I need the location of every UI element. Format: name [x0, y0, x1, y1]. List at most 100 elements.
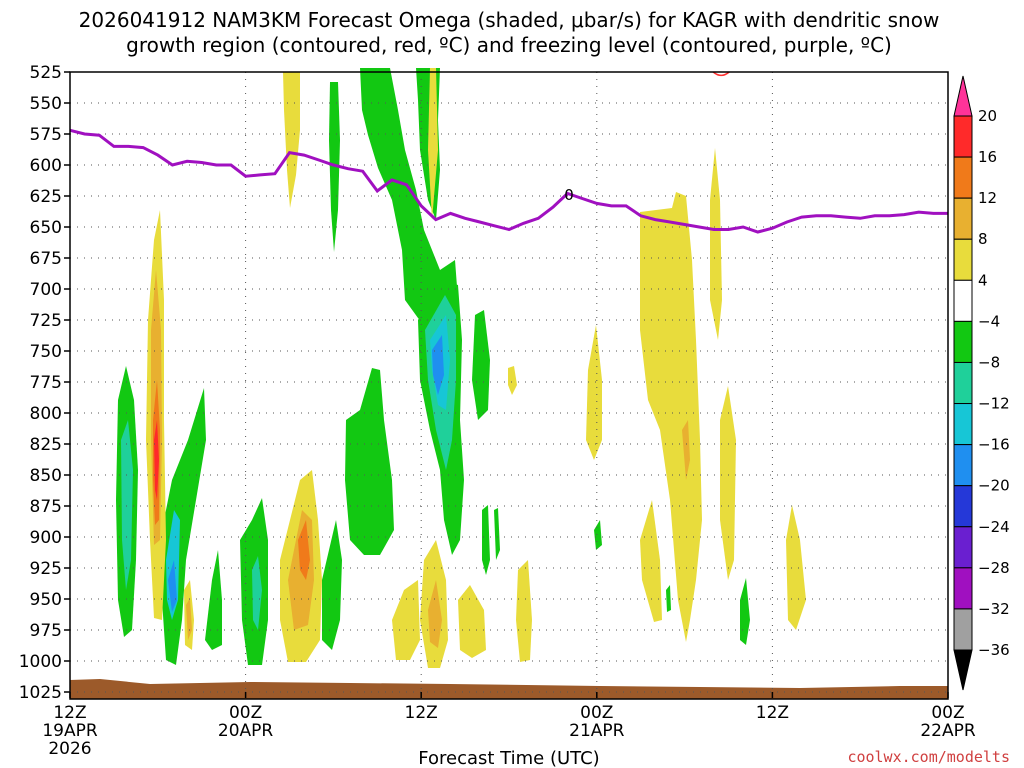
colorbar: 20 16 12 8 4 −4 −8 −12 −16 −20 −24 −28 −32 −36: [953, 75, 1010, 691]
y-tick-label: 800: [30, 404, 62, 424]
y-tick-label: 650: [30, 218, 62, 238]
omega-negative-region: [121, 420, 133, 590]
y-tick-label: 1025: [19, 683, 62, 703]
colorbar-label: 4: [978, 271, 988, 289]
credit-text: coolwx.com/modelts: [847, 748, 1010, 766]
y-tick-label: 925: [30, 559, 62, 579]
colorbar-segment: [953, 608, 973, 651]
omega-negative-region: [329, 82, 340, 252]
colorbar-segment: [953, 320, 973, 363]
colorbar-label: −4: [978, 312, 1000, 330]
x-tick-label: 00Z: [931, 703, 964, 723]
y-axis: 525 550 575 600 625 650 675 700 725 750 775 800 825 8…: [19, 63, 70, 703]
x-tick-label: 21APR: [569, 721, 625, 741]
chart-title-line2: growth region (contoured, red, ºC) and f…: [126, 33, 892, 57]
colorbar-segment: [953, 279, 973, 322]
omega-positive-region: [508, 366, 517, 395]
omega-positive-region: [154, 420, 159, 500]
y-tick-label: 850: [30, 466, 62, 486]
omega-negative-region: [494, 508, 500, 560]
dendritic-growth-contour: [712, 71, 730, 77]
freezing-level-label: 0: [564, 186, 574, 204]
colorbar-label: −32: [978, 600, 1010, 618]
colorbar-bottom-triangle: [953, 649, 973, 691]
x-tick-label: 2026: [48, 739, 91, 759]
omega-positive-region: [640, 500, 662, 622]
colorbar-top-triangle: [953, 75, 973, 117]
colorbar-label: −8: [978, 353, 1000, 371]
colorbar-segment: [953, 526, 973, 569]
colorbar-label: 12: [978, 189, 997, 207]
terrain-surface: [70, 679, 948, 699]
y-tick-label: 725: [30, 311, 62, 331]
colorbar-segment: [953, 403, 973, 446]
omega-negative-region: [345, 368, 394, 555]
y-tick-label: 825: [30, 435, 62, 455]
y-tick-label: 575: [30, 125, 62, 145]
omega-negative-region: [594, 520, 602, 550]
omega-negative-region: [482, 505, 490, 575]
y-tick-label: 700: [30, 280, 62, 300]
omega-positive-region: [428, 68, 438, 220]
y-tick-label: 950: [30, 590, 62, 610]
omega-positive-region: [283, 72, 300, 208]
colorbar-label: −36: [978, 641, 1010, 659]
omega-negative-region: [252, 556, 262, 630]
omega-positive-region: [392, 580, 420, 660]
omega-positive-region: [720, 386, 736, 580]
omega-negative-region: [740, 578, 750, 645]
omega-negative-region: [168, 560, 177, 612]
omega-positive-region: [586, 325, 602, 460]
x-axis-label: Forecast Time (UTC): [418, 748, 599, 768]
omega-positive-region: [682, 420, 690, 480]
colorbar-segment: [953, 115, 973, 158]
omega-negative-region: [360, 68, 458, 340]
y-tick-label: 900: [30, 528, 62, 548]
colorbar-segment: [953, 156, 973, 199]
colorbar-label: 8: [978, 230, 988, 248]
omega-negative-region: [666, 585, 671, 612]
omega-positive-region: [298, 520, 310, 580]
omega-positive-region: [186, 598, 192, 640]
plot-frame: [69, 71, 949, 700]
colorbar-label: −12: [978, 395, 1010, 413]
y-tick-label: 975: [30, 621, 62, 641]
y-tick-label: 525: [30, 63, 62, 83]
colorbar-segment: [953, 361, 973, 405]
x-tick-label: 00Z: [580, 703, 613, 723]
y-tick-label: 875: [30, 497, 62, 517]
y-tick-label: 775: [30, 373, 62, 393]
freezing-level-line: [69, 128, 948, 234]
chart-title-line1: 2026041912 NAM3KM Forecast Omega (shaded…: [79, 8, 940, 32]
omega-negative-region: [322, 520, 342, 650]
omega-positive-region: [640, 192, 702, 642]
x-tick-label: 20APR: [218, 721, 274, 741]
omega-positive-region: [516, 560, 532, 662]
omega-positive-region: [428, 580, 442, 648]
y-tick-label: 600: [30, 156, 62, 176]
colorbar-segment: [953, 567, 973, 610]
omega-negative-region: [472, 310, 490, 420]
colorbar-segment: [953, 485, 973, 528]
colorbar-label: −20: [978, 477, 1010, 495]
x-tick-label: 00Z: [229, 703, 262, 723]
y-tick-label: 1000: [19, 652, 62, 672]
omega-negative-region: [432, 335, 444, 395]
x-tick-label: 12Z: [756, 703, 789, 723]
colorbar-label: 16: [978, 148, 997, 166]
x-tick-label: 19APR: [42, 721, 98, 741]
colorbar-segment: [953, 238, 973, 281]
colorbar-label: −24: [978, 518, 1010, 536]
x-tick-label: 12Z: [405, 703, 438, 723]
y-tick-label: 675: [30, 249, 62, 269]
omega-positive-region: [710, 148, 722, 340]
y-tick-label: 625: [30, 187, 62, 207]
y-tick-label: 550: [30, 94, 62, 114]
colorbar-label: −16: [978, 436, 1010, 454]
colorbar-segment: [953, 444, 973, 487]
y-tick-label: 750: [30, 342, 62, 362]
omega-negative-region: [205, 550, 222, 650]
omega-positive-region: [458, 585, 486, 658]
